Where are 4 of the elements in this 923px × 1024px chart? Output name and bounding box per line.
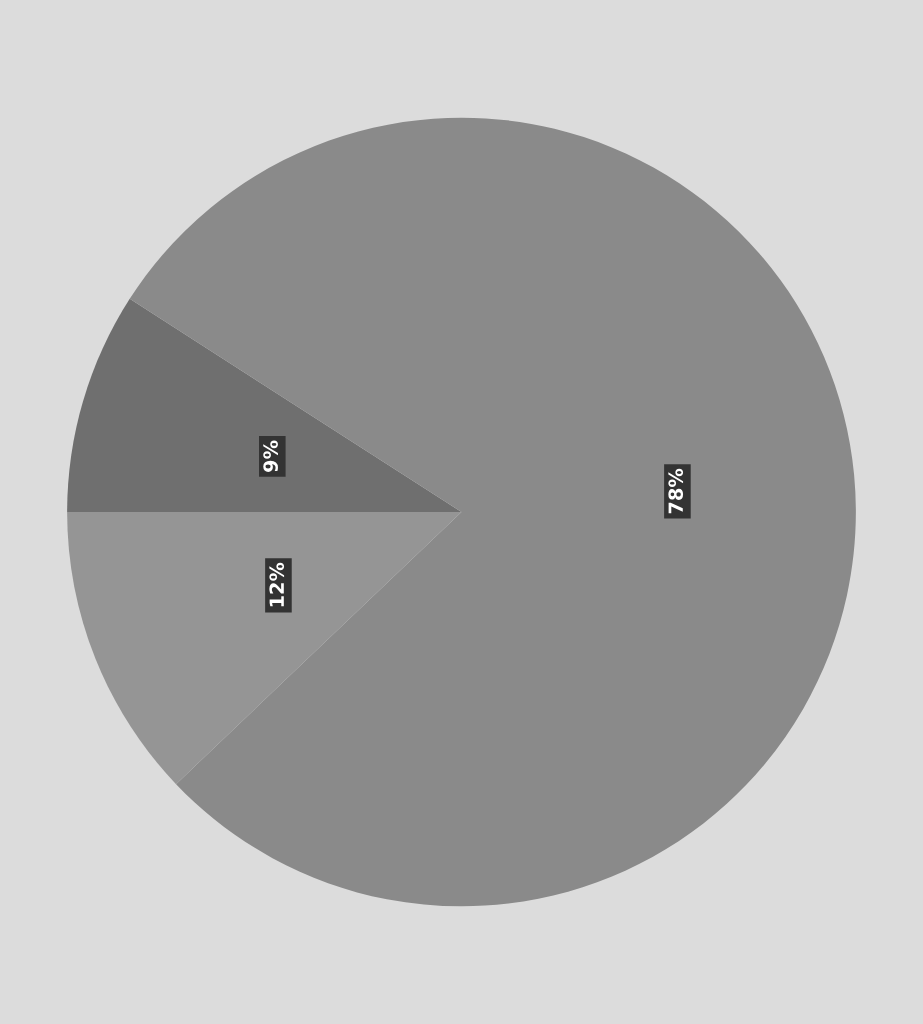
data-label: 12% xyxy=(269,562,285,607)
data-label: 78% xyxy=(668,468,684,514)
pie-slice xyxy=(67,298,462,512)
data-label: 9% xyxy=(263,440,278,472)
